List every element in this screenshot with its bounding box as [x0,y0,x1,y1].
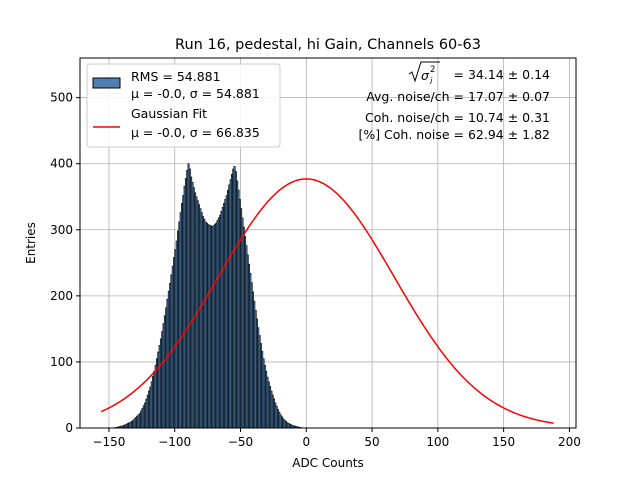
sigma-subscript: i [430,77,433,87]
y-tick-label: 0 [65,421,73,435]
legend-box [86,63,281,148]
sqrt-symbol [408,61,440,83]
x-axis-ticks: −150 −100 −50 0 50 100 150 200 [92,428,581,449]
x-tick-label: 200 [558,435,581,449]
legend-histogram-stats: μ = -0.0, σ = 54.881 [131,86,260,101]
histogram-bars [115,163,302,429]
legend-histogram-swatch [92,77,121,89]
y-axis-label: Entries [24,222,38,264]
grid [80,58,576,429]
chart-title: Run 16, pedestal, hi Gain, Channels 60-6… [175,37,481,53]
plot-area: −150 −100 −50 0 50 100 150 200 0 100 200 300 400 500 [50,57,581,449]
plot-frame [79,57,577,429]
annotation-avg-noise: Avg. noise/ch = 17.07 ± 0.07 [366,89,550,104]
sigma-superscript: 2 [430,65,435,75]
annotation-coh-noise-percent: [%] Coh. noise = 62.94 ± 1.82 [358,127,550,142]
stats-annotations: σ 2 i = 34.14 ± 0.14 Avg. noise/ch = 17.… [358,61,551,142]
x-tick-label: 100 [426,435,449,449]
sigma-symbol: σ [421,68,430,83]
legend-histogram-label: RMS = 54.881 [131,69,221,84]
x-tick-label: −50 [228,435,253,449]
x-tick-label: −100 [158,435,191,449]
x-tick-label: 150 [492,435,515,449]
annotation-sigma-value: = 34.14 ± 0.14 [450,67,551,82]
y-axis-ticks: 0 100 200 300 400 500 [50,91,80,435]
gaussian-fit-curve [100,178,554,424]
annotation-coh-noise: Coh. noise/ch = 10.74 ± 0.31 [365,110,550,125]
x-axis-label: ADC Counts [292,456,364,470]
y-tick-label: 100 [50,355,73,369]
y-tick-label: 500 [50,91,73,105]
legend-fit-label: Gaussian Fit [131,106,207,121]
x-tick-label: −150 [92,435,125,449]
y-tick-label: 400 [50,157,73,171]
x-tick-label: 50 [364,435,379,449]
legend: RMS = 54.881 μ = -0.0, σ = 54.881 Gaussi… [86,63,281,148]
x-tick-label: 0 [302,435,310,449]
y-tick-label: 200 [50,289,73,303]
y-tick-label: 300 [50,223,73,237]
legend-fit-stats: μ = -0.0, σ = 66.835 [131,125,260,140]
